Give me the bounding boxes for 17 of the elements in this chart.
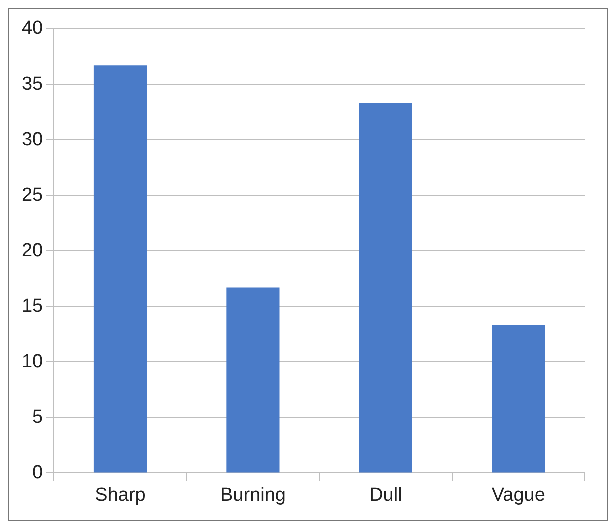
bar [94,66,148,473]
bar [359,103,412,473]
bar [492,326,546,473]
y-tick-label: 10 [22,351,44,372]
bar [226,288,280,473]
y-tick-label: 15 [22,296,44,317]
x-tick-label: Dull [370,484,402,506]
y-tick-label: 0 [32,462,44,484]
y-tick-label: 40 [22,18,44,40]
x-tick-label: Vague [492,484,546,506]
y-tick-label: 30 [22,129,44,150]
y-tick-label: 35 [22,74,44,95]
y-tick-label: 25 [22,184,44,206]
y-tick-label: 5 [32,406,44,428]
x-tick-label: Burning [220,484,286,506]
y-tick-label: 20 [22,240,44,262]
x-tick-label: Sharp [95,484,146,506]
